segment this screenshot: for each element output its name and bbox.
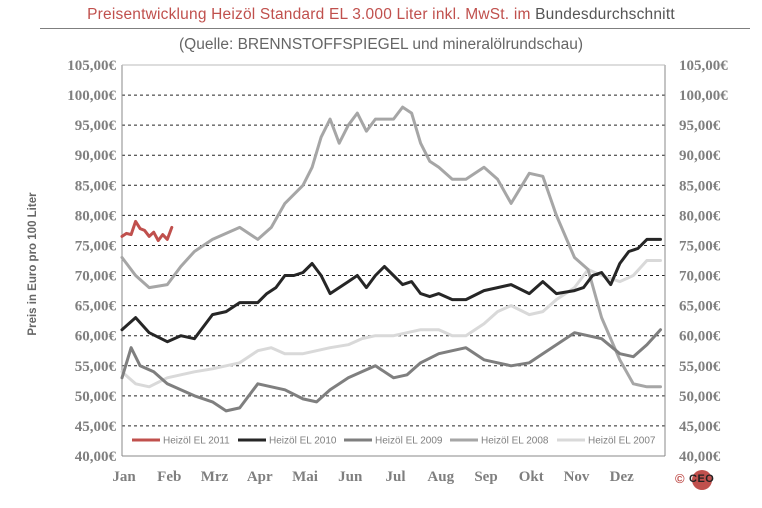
- y-tick-label-right: 80,00€: [679, 208, 721, 224]
- y-tick-label-left: 95,00€: [75, 118, 117, 134]
- chart-subtitle: (Quelle: BRENNSTOFFSPIEGEL und mineralöl…: [178, 36, 584, 53]
- y-tick-label-right: 90,00€: [679, 148, 721, 164]
- chart-title-suffix: Bundesdurchschnitt: [535, 6, 675, 23]
- x-tick-label: Mrz: [201, 469, 229, 485]
- y-axis-left-labels: 40,00€ 45,00€ 50,00€ 55,00€ 60,00€ 65,00€ 70,0…: [67, 58, 116, 465]
- y-tick-label-right: 85,00€: [679, 178, 721, 194]
- legend-label: Heizöl EL 2009: [375, 436, 443, 447]
- legend-label: Heizöl EL 2008: [481, 436, 549, 447]
- y-tick-label-right: 45,00€: [679, 419, 721, 435]
- y-tick-label-right: 40,00€: [679, 449, 721, 465]
- x-tick-label: Apr: [247, 469, 273, 485]
- x-tick-label: Jan: [112, 469, 136, 485]
- y-tick-label-right: 50,00€: [679, 389, 721, 405]
- y-axis-right-labels: 40,00€ 45,00€ 50,00€ 55,00€ 60,00€ 65,00€ 70,0…: [679, 58, 728, 465]
- y-tick-label-left: 60,00€: [75, 329, 117, 345]
- series-line-heizöl-el-2007: [120, 259, 662, 389]
- series-lines: [120, 105, 662, 413]
- y-tick-label-right: 65,00€: [679, 299, 721, 315]
- chart-title-main: Preisentwicklung Heizöl Standard EL 3.00…: [87, 6, 531, 23]
- x-tick-label: Aug: [427, 469, 454, 485]
- legend-label: Heizöl EL 2007: [588, 436, 656, 447]
- y-axis-title: Preis in Euro pro 100 Liter: [27, 192, 39, 336]
- y-tick-label-right: 60,00€: [679, 329, 721, 345]
- copyright-mark: © CEO: [675, 470, 735, 492]
- legend: Heizöl EL 2011 Heizöl EL 2010 Heizöl EL 20…: [132, 436, 656, 447]
- y-tick-label-left: 70,00€: [75, 269, 117, 285]
- ceo-logo-icon: [692, 470, 712, 490]
- y-tick-label-left: 75,00€: [75, 238, 117, 254]
- y-tick-label-right: 70,00€: [679, 269, 721, 285]
- x-tick-label: Mai: [292, 469, 318, 485]
- x-tick-label: Nov: [564, 469, 590, 485]
- y-tick-label-right: 95,00€: [679, 118, 721, 134]
- x-tick-label: Jun: [338, 469, 363, 485]
- copyright-symbol: ©: [675, 471, 685, 486]
- y-tick-label-left: 65,00€: [75, 299, 117, 315]
- y-tick-label-left: 105,00€: [67, 58, 116, 74]
- x-axis-labels: Jan Feb Mrz Apr Mai Jun Jul Aug Sep Okt Nov Dez: [112, 469, 634, 485]
- y-tick-label-left: 40,00€: [75, 449, 117, 465]
- series-line-heizöl-el-2011: [120, 219, 174, 243]
- y-tick-label-left: 45,00€: [75, 419, 117, 435]
- chart-title: Preisentwicklung Heizöl Standard EL 3.00…: [0, 6, 762, 24]
- y-tick-label-left: 100,00€: [67, 88, 116, 104]
- y-tick-label-left: 80,00€: [75, 208, 117, 224]
- y-tick-label-left: 90,00€: [75, 148, 117, 164]
- series-line-heizöl-el-2008: [120, 105, 662, 389]
- x-tick-label: Jul: [385, 469, 405, 485]
- y-tick-label-left: 50,00€: [75, 389, 117, 405]
- plot-frame: [121, 64, 666, 457]
- x-tick-label: Okt: [519, 469, 544, 485]
- x-tick-label: Feb: [157, 469, 181, 485]
- x-tick-label: Sep: [474, 469, 497, 485]
- y-tick-label-left: 85,00€: [75, 178, 117, 194]
- y-tick-label-right: 75,00€: [679, 238, 721, 254]
- x-tick-label: Dez: [610, 469, 634, 485]
- y-tick-label-right: 100,00€: [679, 88, 728, 104]
- title-divider: [40, 28, 750, 29]
- y-tick-label-right: 55,00€: [679, 359, 721, 375]
- y-tick-label-right: 105,00€: [679, 58, 728, 74]
- series-line-heizöl-el-2010: [120, 237, 662, 344]
- y-tick-label-left: 55,00€: [75, 359, 117, 375]
- legend-label: Heizöl EL 2010: [269, 436, 337, 447]
- legend-label: Heizöl EL 2011: [163, 436, 230, 447]
- series-line-heizöl-el-2009: [120, 328, 662, 413]
- logo-text: CEO: [689, 473, 715, 485]
